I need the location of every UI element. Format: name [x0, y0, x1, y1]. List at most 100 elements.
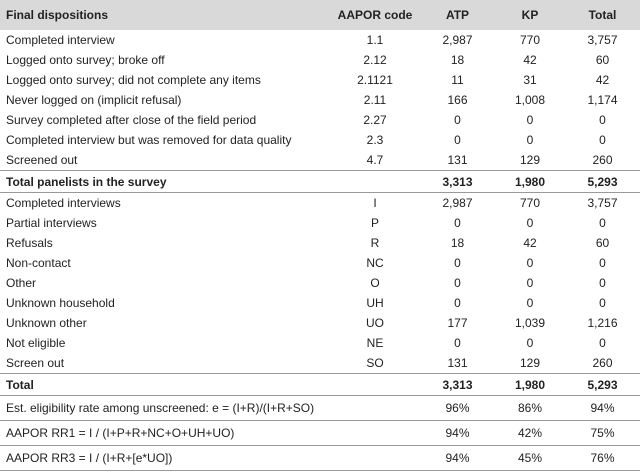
cell: 18 [450, 53, 465, 67]
table-row: Completed interviews I 2,987 770 3,757 [0, 193, 640, 214]
cell: 45% [495, 445, 565, 471]
cell: 42% [495, 420, 565, 446]
cell: NE [366, 336, 384, 350]
row-label: Never logged on (implicit refusal) [6, 93, 182, 107]
cell: 18 [450, 236, 465, 250]
table-row: Partial interviews P 0 0 0 [0, 213, 640, 233]
cell: 2.11 [363, 93, 387, 107]
table-row: Screen out SO 131 129 260 [0, 353, 640, 374]
cell: 2.3 [366, 133, 384, 147]
cell: 60 [595, 236, 610, 250]
row-label: Screened out [6, 153, 78, 167]
cell: 94% [420, 420, 495, 446]
row-label: Partial interviews [6, 216, 97, 230]
cell: 0 [526, 133, 534, 147]
cell: 96% [420, 395, 495, 421]
cell [330, 373, 420, 396]
cell: 0 [599, 296, 606, 310]
cell: 770 [519, 33, 541, 47]
cell: 42 [523, 53, 537, 67]
table-row: AAPOR RR3 = I / (I+R+[e*UO]) 94% 45% 76% [0, 445, 640, 471]
cell: 260 [592, 356, 613, 370]
cell: 0 [526, 256, 534, 270]
table-row: Not eligible NE 0 0 0 [0, 333, 640, 353]
cell: 0 [454, 336, 461, 350]
table-row: Logged onto survey; did not complete any… [0, 70, 640, 90]
table-row: Refusals R 18 42 60 [0, 233, 640, 253]
cell: 75% [565, 420, 640, 446]
row-label: Other [6, 276, 37, 290]
cell: 2,987 [442, 196, 473, 210]
cell: 11 [451, 73, 464, 87]
cell: O [370, 276, 380, 290]
header-cell: Total [565, 0, 640, 30]
cell: 0 [599, 113, 606, 127]
cell: 0 [454, 296, 461, 310]
cell: 0 [526, 296, 534, 310]
cell: 0 [454, 133, 461, 147]
cell: 166 [447, 93, 468, 107]
cell: UH [366, 296, 384, 310]
table-row: Non-contact NC 0 0 0 [0, 253, 640, 273]
row-label: Unknown other [6, 316, 87, 330]
cell: 3,313 [420, 170, 495, 193]
cell: 86% [495, 395, 565, 421]
cell: UO [366, 316, 384, 330]
cell: 177 [447, 316, 468, 330]
row-label: Screen out [6, 356, 65, 370]
table-row: Other O 0 0 0 [0, 273, 640, 293]
cell: 42 [523, 236, 537, 250]
row-label: Total [0, 373, 330, 396]
cell: 0 [599, 256, 606, 270]
row-label: Refusals [6, 236, 53, 250]
row-label: Completed interviews [6, 196, 121, 210]
cell: 0 [526, 216, 534, 230]
cell: 31 [523, 73, 537, 87]
cell: 129 [519, 356, 541, 370]
header-cell: Final dispositions [0, 0, 330, 30]
cell: NC [366, 256, 384, 270]
table-row: Never logged on (implicit refusal) 2.11 16… [0, 90, 640, 110]
cell: 94% [565, 395, 640, 421]
cell: 0 [599, 133, 606, 147]
cell [330, 395, 420, 421]
cell: R [370, 236, 380, 250]
cell: 2.27 [363, 113, 387, 127]
cell: 2.1121 [357, 73, 393, 87]
table-row: Unknown other UO 177 1,039 1,216 [0, 313, 640, 333]
row-label: Logged onto survey; broke off [6, 53, 165, 67]
row-label: AAPOR RR1 = I / (I+P+R+NC+O+UH+UO) [0, 420, 330, 446]
table-row: Logged onto survey; broke off 2.12 18 42 60 [0, 50, 640, 70]
cell: 0 [599, 216, 606, 230]
cell: 76% [565, 445, 640, 471]
row-label: Est. eligibility rate among unscreened: … [0, 395, 330, 421]
header-cell: ATP [420, 0, 495, 30]
header-row: Final dispositions AAPOR code ATP KP Total [0, 0, 640, 30]
header-cell: AAPOR code [330, 0, 420, 30]
cell: 1.1 [366, 33, 384, 47]
cell: 131 [447, 356, 468, 370]
row-label: Unknown household [6, 296, 115, 310]
cell: 4.7 [366, 153, 384, 167]
cell: 770 [519, 196, 541, 210]
cell: 0 [526, 276, 534, 290]
cell: 60 [595, 53, 610, 67]
cell: 1,980 [495, 373, 565, 396]
cell: 1,008 [514, 93, 546, 107]
cell: 2.12 [363, 53, 387, 67]
cell: 0 [454, 256, 461, 270]
cell: P [370, 216, 379, 230]
cell: 3,757 [587, 33, 618, 47]
cell: 0 [599, 276, 606, 290]
row-label: Logged onto survey; did not complete any… [6, 73, 261, 87]
cell: 1,216 [587, 316, 618, 330]
table-row: AAPOR RR1 = I / (I+P+R+NC+O+UH+UO) 94% 42%… [0, 420, 640, 446]
cell: 1,039 [514, 316, 546, 330]
cell: 0 [454, 216, 461, 230]
table-row: Survey completed after close of the fiel… [0, 110, 640, 130]
cell: 5,293 [565, 373, 640, 396]
table-row: Unknown household UH 0 0 0 [0, 293, 640, 313]
row-label: Total panelists in the survey [0, 170, 330, 193]
